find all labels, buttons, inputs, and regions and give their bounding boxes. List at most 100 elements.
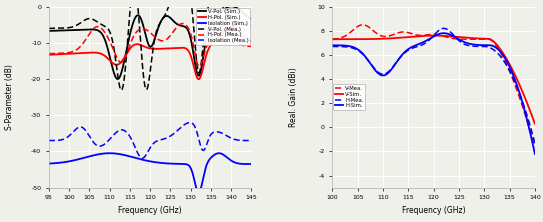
Y-axis label: S-Parameter (dB): S-Parameter (dB)	[5, 64, 15, 130]
V-Pol. (Mea.)	[165, 5, 172, 8]
V-Mea.	[410, 33, 416, 36]
Line: V-Pol. (Mea.): V-Pol. (Mea.)	[49, 0, 251, 90]
V-Pol. (Sim.)	[137, 17, 144, 20]
Isolation (Mea.)	[139, 157, 146, 159]
H-Pol. (Sim.)	[98, 52, 104, 55]
H-Pol. (Mea.)	[137, 28, 144, 30]
V-Sim.	[395, 37, 402, 39]
V-Sim.	[430, 34, 437, 37]
H-Sim.	[440, 32, 447, 35]
H-Sim.	[457, 39, 464, 42]
Isolation (Mea.)	[181, 123, 188, 126]
V-Sim.	[353, 38, 360, 41]
V-Pol. (Sim.)	[81, 28, 88, 31]
V-Mea.	[457, 38, 464, 40]
X-axis label: Frequency (GHz): Frequency (GHz)	[118, 206, 182, 215]
Line: H-Pol. (Sim.): H-Pol. (Sim.)	[49, 27, 251, 79]
Y-axis label: Real. Gain (dBi): Real. Gain (dBi)	[289, 67, 298, 127]
H-Mea.	[329, 45, 336, 48]
V-Pol. (Sim.)	[46, 30, 52, 32]
H-Pol. (Mea.)	[220, 17, 226, 20]
H-Sim.	[409, 45, 416, 48]
Line: V-Pol. (Sim.): V-Pol. (Sim.)	[49, 6, 251, 79]
H-Pol. (Mea.)	[198, 61, 205, 64]
V-Mea.	[353, 26, 360, 28]
Isolation (Mea.)	[165, 136, 172, 138]
V-Mea.	[532, 146, 538, 149]
Isolation (Sim.)	[248, 163, 255, 165]
V-Sim.	[532, 122, 538, 125]
Legend: V-Mea., V-Sim., H-Mea., H-Sim.: V-Mea., V-Sim., H-Mea., H-Sim.	[333, 84, 365, 110]
H-Pol. (Sim.)	[137, 44, 144, 46]
H-Pol. (Mea.)	[165, 37, 172, 39]
Isolation (Mea.)	[81, 128, 88, 131]
Isolation (Mea.)	[248, 139, 255, 142]
Isolation (Sim.)	[195, 191, 202, 194]
H-Pol. (Sim.)	[228, 26, 235, 28]
V-Pol. (Mea.)	[118, 89, 124, 91]
H-Pol. (Mea.)	[46, 52, 52, 55]
Line: H-Mea.: H-Mea.	[332, 28, 535, 143]
V-Pol. (Sim.)	[114, 78, 121, 80]
H-Pol. (Mea.)	[98, 27, 104, 29]
V-Sim.	[477, 37, 483, 40]
Isolation (Mea.)	[137, 156, 144, 159]
V-Mea.	[477, 38, 483, 41]
V-Pol. (Mea.)	[46, 27, 52, 30]
V-Pol. (Sim.)	[181, 25, 188, 28]
H-Mea.	[457, 40, 464, 43]
H-Sim.	[477, 44, 483, 46]
Isolation (Mea.)	[46, 139, 52, 142]
H-Pol. (Mea.)	[181, 22, 187, 25]
H-Sim.	[395, 58, 402, 61]
H-Mea.	[409, 47, 416, 50]
H-Pol. (Sim.)	[81, 52, 88, 54]
Line: Isolation (Mea.): Isolation (Mea.)	[49, 123, 251, 158]
Line: H-Pol. (Mea.): H-Pol. (Mea.)	[49, 18, 251, 67]
V-Pol. (Sim.)	[228, 5, 235, 8]
X-axis label: Frequency (GHz): Frequency (GHz)	[402, 206, 465, 215]
V-Pol. (Mea.)	[98, 23, 104, 26]
Isolation (Sim.)	[165, 162, 172, 165]
Line: Isolation (Sim.): Isolation (Sim.)	[49, 153, 251, 192]
H-Pol. (Sim.)	[248, 40, 255, 43]
Isolation (Sim.)	[216, 152, 222, 155]
V-Sim.	[409, 35, 416, 38]
V-Mea.	[396, 31, 402, 34]
H-Pol. (Sim.)	[165, 47, 172, 50]
V-Pol. (Mea.)	[248, 23, 255, 26]
H-Mea.	[532, 142, 538, 144]
V-Mea.	[476, 38, 482, 41]
V-Sim.	[329, 38, 336, 41]
V-Pol. (Mea.)	[137, 43, 144, 46]
Isolation (Mea.)	[98, 145, 104, 147]
H-Pol. (Sim.)	[181, 47, 187, 49]
V-Pol. (Sim.)	[165, 15, 172, 18]
Isolation (Sim.)	[46, 162, 52, 165]
H-Pol. (Mea.)	[196, 65, 203, 68]
Isolation (Sim.)	[98, 153, 104, 155]
V-Pol. (Mea.)	[81, 19, 88, 21]
Isolation (Mea.)	[199, 148, 205, 151]
H-Mea.	[476, 45, 482, 48]
V-Pol. (Sim.)	[198, 65, 205, 68]
H-Sim.	[353, 48, 360, 50]
V-Pol. (Sim.)	[98, 31, 104, 34]
H-Pol. (Sim.)	[198, 72, 205, 75]
V-Pol. (Sim.)	[248, 18, 255, 20]
V-Pol. (Mea.)	[199, 55, 205, 58]
H-Mea.	[477, 45, 483, 48]
V-Mea.	[359, 23, 366, 26]
H-Sim.	[329, 44, 336, 47]
H-Mea.	[353, 48, 360, 51]
H-Pol. (Sim.)	[195, 78, 202, 81]
H-Sim.	[476, 44, 482, 46]
Isolation (Sim.)	[198, 184, 205, 186]
Isolation (Sim.)	[81, 156, 88, 159]
Line: H-Sim.: H-Sim.	[332, 33, 535, 154]
H-Pol. (Mea.)	[81, 40, 88, 42]
V-Sim.	[457, 36, 464, 38]
V-Sim.	[476, 37, 482, 40]
H-Pol. (Mea.)	[248, 45, 255, 48]
Isolation (Mea.)	[187, 121, 193, 124]
